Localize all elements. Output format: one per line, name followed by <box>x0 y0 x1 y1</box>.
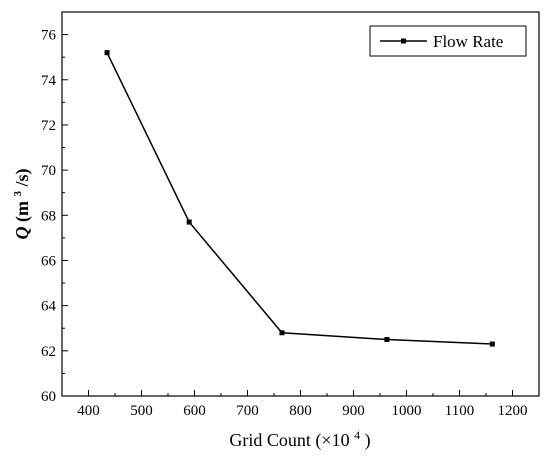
y-tick-label: 72 <box>41 118 56 134</box>
x-tick-label: 700 <box>236 403 259 419</box>
y-axis: 60 62 64 66 68 70 72 74 76 <box>41 28 68 405</box>
y-tick-label: 66 <box>41 253 57 269</box>
series-group <box>104 50 495 347</box>
x-tick-label: 800 <box>289 403 312 419</box>
legend-marker-sample <box>401 38 406 44</box>
x-axis-unit: (×10 <box>315 430 349 451</box>
data-point <box>384 337 390 343</box>
x-tick-label: 1100 <box>445 403 474 419</box>
legend-label: Flow Rate <box>433 32 503 51</box>
y-tick-label: 64 <box>41 299 57 315</box>
y-tick-label: 60 <box>41 389 56 405</box>
x-tick-label: 900 <box>342 403 365 419</box>
y-axis-symbol: Q <box>12 227 32 240</box>
y-tick-label: 76 <box>41 28 57 44</box>
y-tick-label: 74 <box>41 73 57 89</box>
y-tick-label: 68 <box>41 208 56 224</box>
legend: Flow Rate <box>369 25 527 57</box>
x-tick-label: 1000 <box>392 403 422 419</box>
series-line <box>106 52 493 345</box>
x-tick-label: 500 <box>130 403 153 419</box>
x-tick-label: 600 <box>183 403 206 419</box>
data-point <box>279 330 285 336</box>
y-tick-label: 62 <box>41 344 56 360</box>
data-point <box>489 341 495 347</box>
y-tick-label: 70 <box>41 163 56 179</box>
x-axis-unit-close: ) <box>365 430 371 451</box>
y-axis-unit-close: /s) <box>12 168 33 187</box>
x-axis-unit-exponent: 4 <box>354 428 360 442</box>
plot-frame <box>61 11 540 397</box>
y-axis-unit-exponent: 3 <box>12 191 24 197</box>
x-tick-label: 400 <box>77 403 100 419</box>
x-axis-title-text: Grid Count <box>229 430 311 450</box>
data-point <box>186 219 192 225</box>
y-axis-title: Q (m 3 /s) <box>5 168 33 239</box>
x-axis: 400 500 600 700 800 900 1000 1100 1200 <box>77 390 528 419</box>
x-axis-title: Grid Count (×10 4 ) <box>229 423 370 451</box>
data-point <box>104 50 110 56</box>
y-axis-unit: (m <box>12 201 33 222</box>
x-tick-label: 1200 <box>498 403 528 419</box>
